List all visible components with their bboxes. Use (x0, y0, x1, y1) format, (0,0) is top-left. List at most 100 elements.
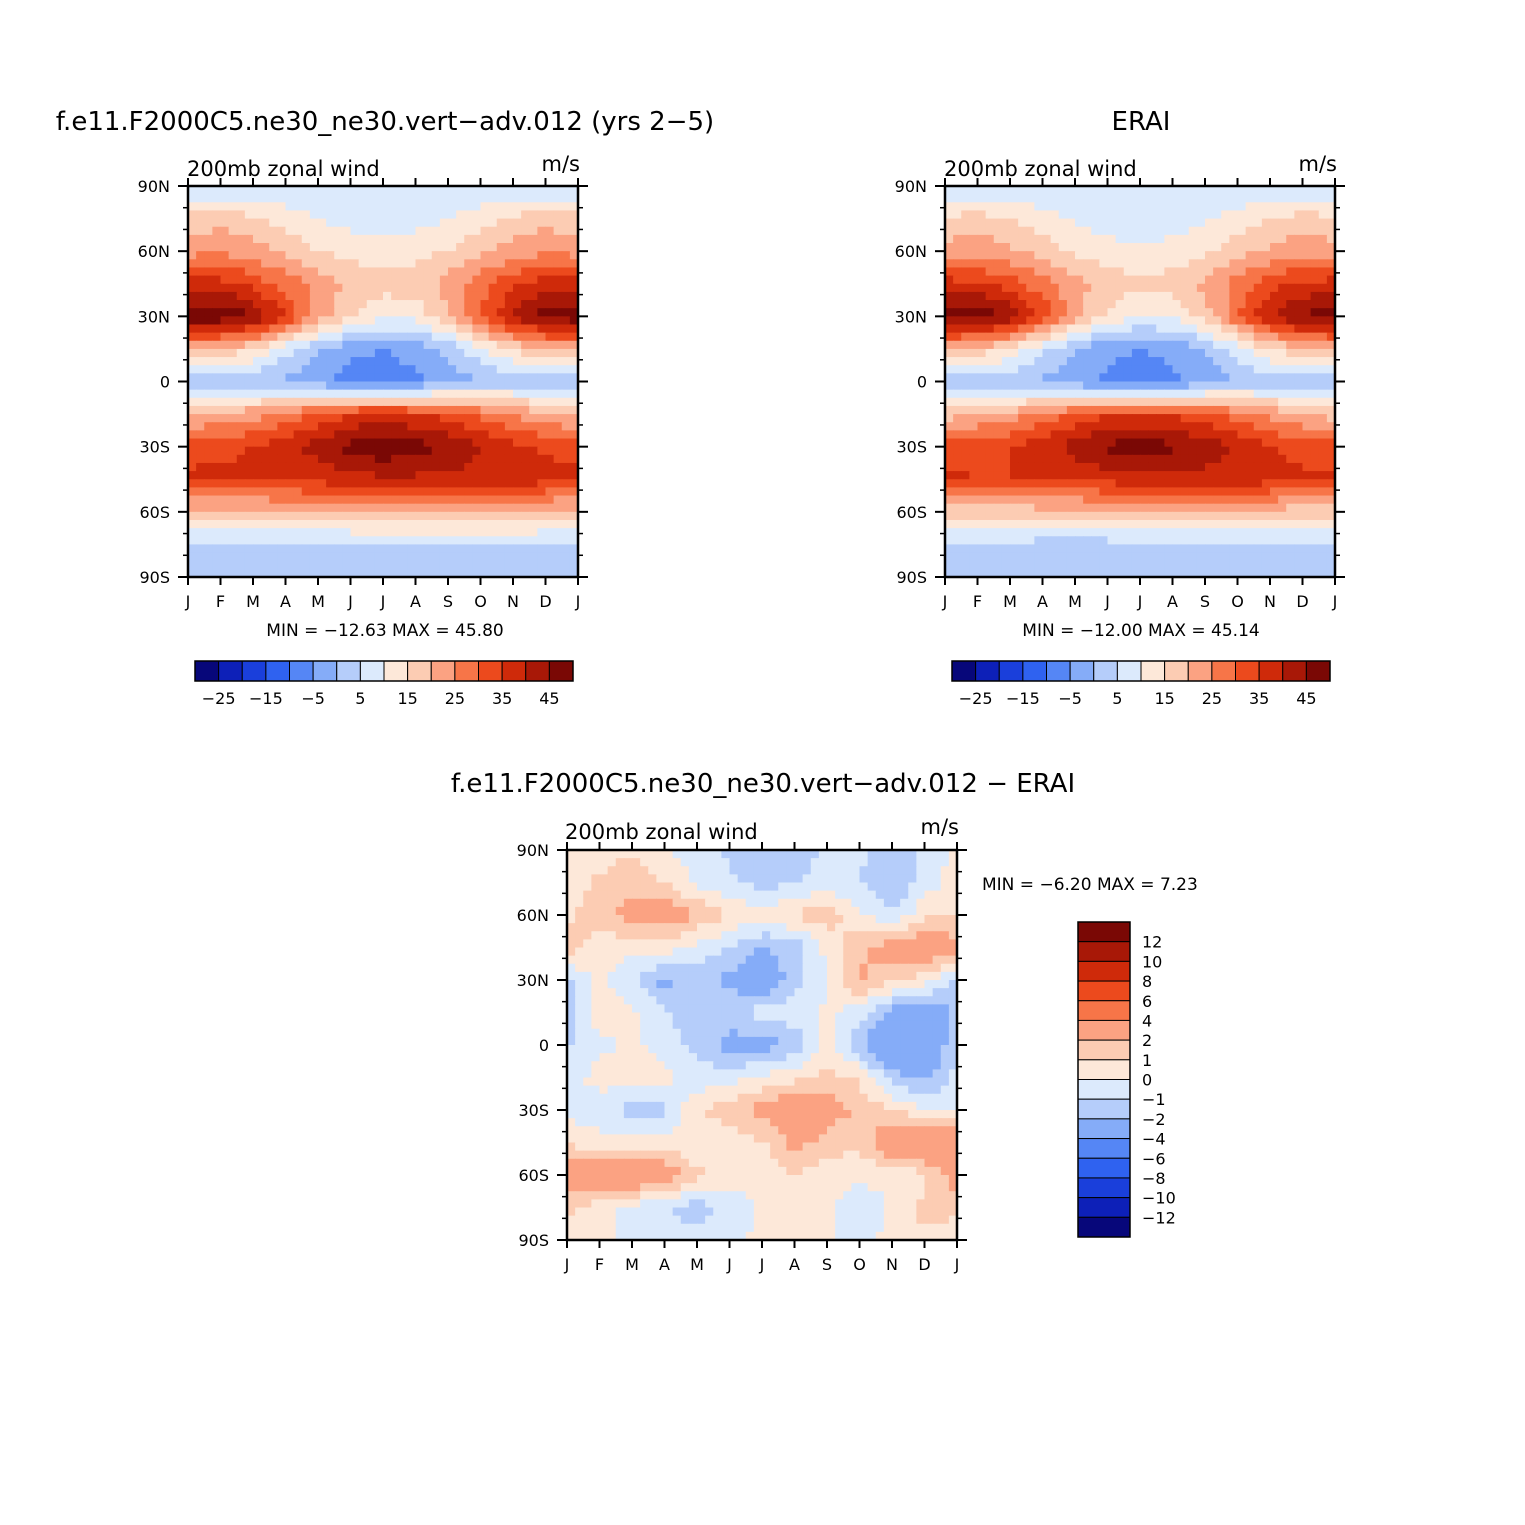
contour-cell (561, 414, 571, 423)
contour-cell (1018, 300, 1027, 309)
contour-cell (529, 218, 538, 228)
contour-cell (953, 332, 962, 342)
contour-cell (342, 544, 352, 554)
contour-cell (431, 357, 441, 366)
contour-cell (188, 495, 197, 505)
contour-cell (1148, 405, 1157, 415)
contour-cell (569, 259, 579, 269)
contour-cell (961, 511, 970, 521)
contour-cell (1205, 357, 1214, 366)
contour-cell (1318, 560, 1328, 570)
contour-cell (513, 560, 522, 570)
contour-cell (961, 560, 970, 570)
contour-cell (1091, 308, 1100, 317)
contour-cell (1091, 568, 1100, 578)
contour-cell (1196, 340, 1206, 350)
contour-cell (358, 462, 368, 472)
contour-cell (1172, 243, 1182, 252)
contour-cell (1034, 226, 1044, 236)
contour-cell (261, 259, 270, 269)
contour-cell (835, 858, 844, 867)
contour-cell (1075, 357, 1084, 366)
contour-cell (496, 495, 506, 505)
contour-cell (309, 316, 319, 326)
contour-cell (1205, 365, 1214, 374)
contour-cell (309, 275, 319, 285)
contour-cell (1042, 357, 1052, 366)
contour-cell (1148, 316, 1157, 326)
contour-cell (553, 560, 563, 570)
contour-cell (1123, 267, 1133, 277)
contour-cell (326, 283, 335, 293)
contour-cell (1075, 234, 1084, 244)
contour-cell (196, 552, 205, 562)
contour-cell (342, 568, 352, 578)
contour-cell (236, 186, 246, 195)
contour-cell (439, 324, 449, 334)
contour-cell (1010, 487, 1019, 497)
contour-cell (261, 381, 270, 391)
contour-cell (196, 560, 205, 570)
contour-cell (513, 438, 522, 448)
contour-cell (537, 316, 547, 326)
contour-cell (423, 243, 433, 252)
contour-cell (472, 454, 482, 464)
contour-cell (1026, 357, 1035, 366)
contour-cell (196, 251, 205, 260)
contour-cell (439, 381, 449, 391)
contour-cell (1001, 397, 1011, 407)
contour-cell (969, 381, 979, 391)
contour-cell (945, 259, 954, 269)
contour-cell (480, 357, 490, 366)
contour-cell (456, 300, 465, 309)
contour-cell (977, 348, 987, 358)
contour-cell (358, 373, 368, 383)
contour-cell (521, 397, 530, 407)
contour-cell (961, 422, 970, 431)
contour-cell (1042, 544, 1052, 554)
contour-cell (932, 866, 942, 875)
contour-cell (504, 560, 514, 570)
contour-cell (1278, 430, 1287, 440)
contour-cell (1107, 316, 1117, 326)
contour-cell (188, 243, 197, 252)
contour-cell (969, 405, 979, 415)
contour-cell (1075, 405, 1084, 415)
contour-cell (1018, 422, 1027, 431)
contour-cell (350, 259, 360, 269)
contour-cell (1123, 503, 1133, 513)
contour-cell (1042, 414, 1052, 423)
contour-cell (415, 202, 425, 212)
contour-cell (334, 291, 343, 301)
contour-cell (1253, 454, 1263, 464)
contour-cell (1196, 357, 1206, 366)
contour-cell (277, 422, 287, 431)
contour-cell (1026, 348, 1035, 358)
contour-cell (1270, 568, 1279, 578)
contour-cell (1026, 544, 1035, 554)
contour-cell (228, 405, 238, 415)
contour-cell (1115, 528, 1125, 537)
contour-cell (1245, 462, 1255, 472)
contour-cell (326, 226, 335, 236)
contour-cell (228, 275, 238, 285)
contour-cell (253, 511, 262, 521)
contour-cell (1001, 511, 1011, 521)
contour-cell (415, 275, 425, 285)
contour-cell (1180, 218, 1190, 228)
contour-cell (1213, 324, 1222, 334)
y-tick-label: 60S (139, 503, 170, 522)
contour-cell (1237, 462, 1247, 472)
contour-cell (269, 348, 278, 358)
contour-cell (415, 397, 425, 407)
contour-cell (220, 430, 230, 440)
contour-cell (1156, 454, 1165, 464)
contour-cell (407, 471, 417, 480)
contour-cell (993, 528, 1003, 537)
contour-cell (561, 226, 571, 236)
contour-cell (196, 471, 205, 480)
contour-cell (391, 234, 400, 244)
contour-cell (350, 519, 360, 529)
contour-cell (261, 251, 270, 260)
contour-cell (1066, 283, 1076, 293)
